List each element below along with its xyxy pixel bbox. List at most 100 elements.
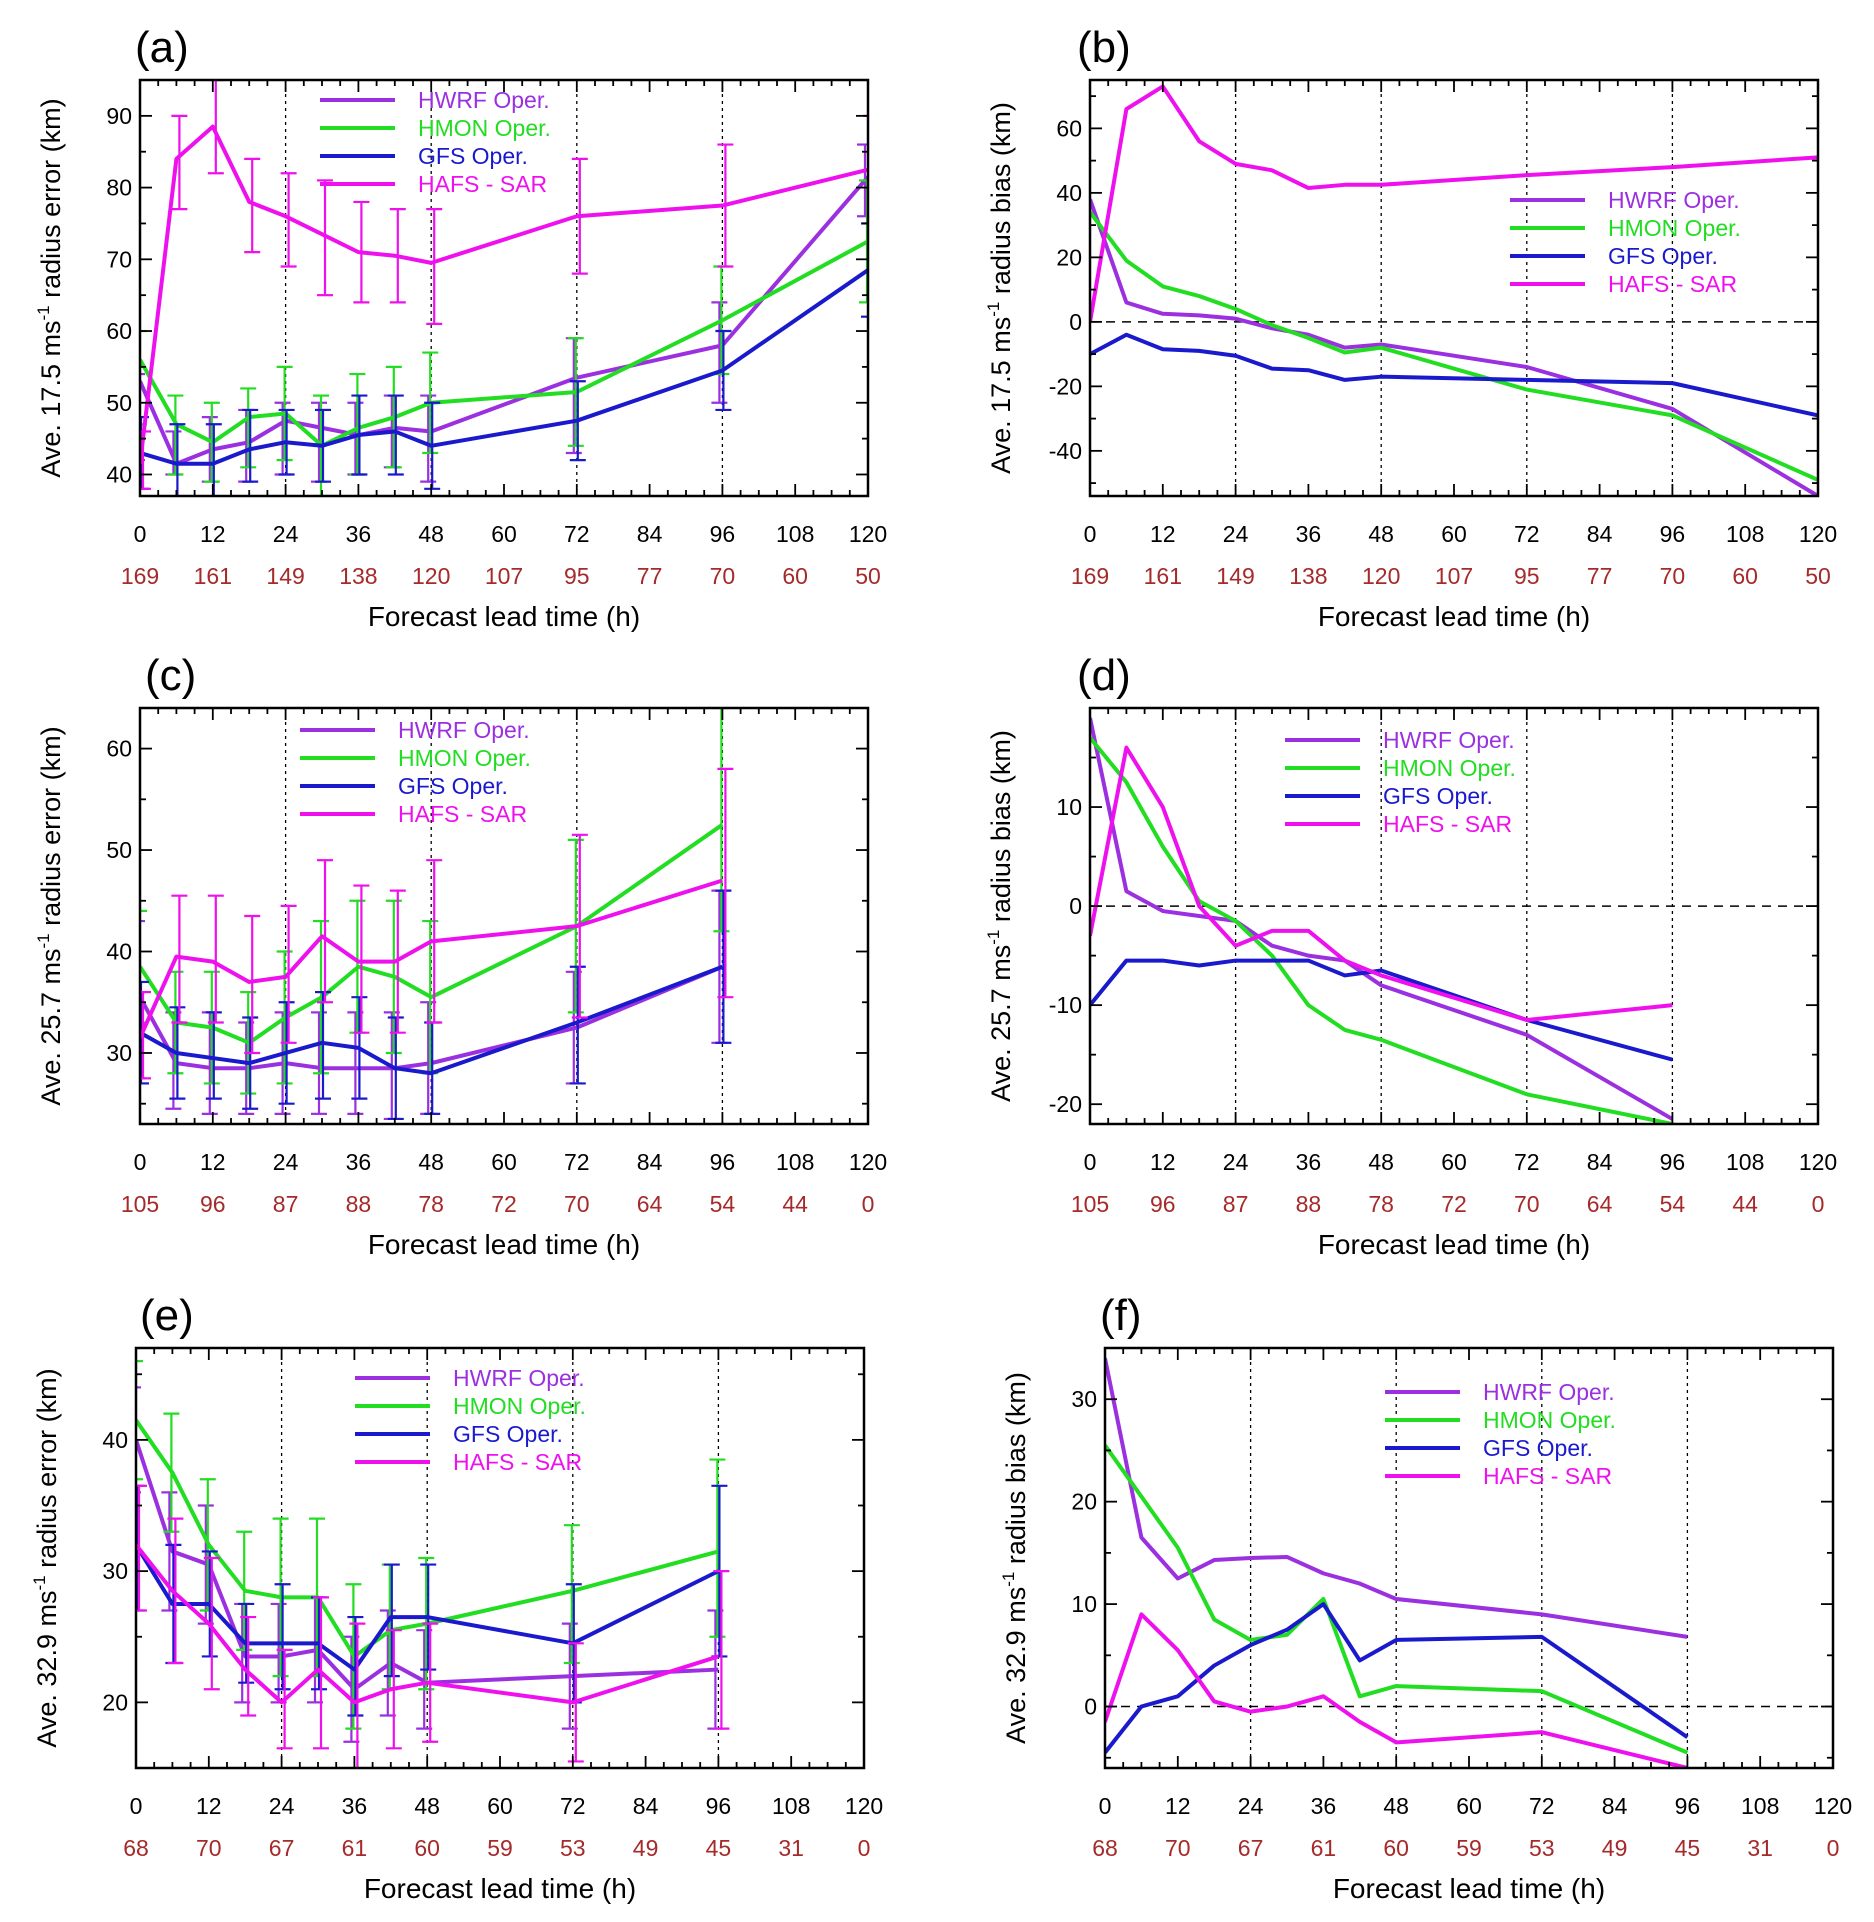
- legend-entry: HAFS - SAR: [418, 171, 547, 197]
- y-tick-label: 40: [106, 939, 132, 965]
- panel-label: (a): [135, 23, 189, 72]
- sample-count-label: 68: [123, 1835, 149, 1861]
- sample-count-label: 44: [1732, 1191, 1758, 1217]
- sample-count-label: 107: [485, 563, 523, 589]
- y-tick-label: 90: [106, 103, 132, 129]
- panel-f: 0 12 24 36 48 60 72 84 96 108 120 68 70 67 61 60 59 53 49 4…: [999, 1291, 1852, 1904]
- x-tick-label: 60: [487, 1793, 513, 1819]
- legend-entry: HAFS - SAR: [398, 801, 527, 827]
- legend-entry: HMON Oper.: [453, 1393, 586, 1419]
- y-axis-label: Ave. 25.7 ms-1 radius error (km): [34, 726, 66, 1105]
- sample-count-label: 72: [1441, 1191, 1467, 1217]
- x-tick-label: 72: [564, 1149, 590, 1175]
- x-tick-label: 72: [1529, 1793, 1555, 1819]
- legend-entry: HAFS - SAR: [1383, 811, 1512, 837]
- sample-count-label: 169: [1071, 563, 1109, 589]
- plot-area: [1105, 1357, 1689, 1768]
- x-tick-label: 120: [849, 521, 887, 547]
- x-tick-label: 12: [1150, 1149, 1176, 1175]
- sample-count-label: 138: [1289, 563, 1327, 589]
- x-tick-label: 12: [1165, 1793, 1191, 1819]
- x-tick-label: 84: [1602, 1793, 1628, 1819]
- x-tick-label: 36: [1311, 1793, 1337, 1819]
- panel-label: (d): [1077, 651, 1131, 700]
- series-hwrf-oper-: [140, 889, 728, 1121]
- x-tick-label: 108: [776, 521, 814, 547]
- x-tick-label: 84: [637, 1149, 663, 1175]
- x-tick-label: 12: [1150, 521, 1176, 547]
- series-line: [1105, 1612, 1688, 1768]
- series-line: [140, 239, 868, 448]
- sample-count-label: 45: [1675, 1835, 1701, 1861]
- legend-entry: HAFS - SAR: [1608, 271, 1737, 297]
- y-tick-label: -20: [1049, 1091, 1082, 1117]
- y-tick-label: -20: [1049, 373, 1082, 399]
- y-tick-label: 40: [1056, 180, 1082, 206]
- series-hmon-oper-: [1090, 211, 1818, 482]
- series-hafs-sar: [1105, 1612, 1688, 1768]
- x-tick-label: 36: [1296, 1149, 1322, 1175]
- x-tick-label: 24: [269, 1793, 295, 1819]
- x-tick-label: 72: [1514, 1149, 1540, 1175]
- sample-count-label: 31: [778, 1835, 804, 1861]
- y-tick-label: 30: [1071, 1386, 1097, 1412]
- x-tick-label: 120: [1799, 1149, 1837, 1175]
- panel-label: (b): [1077, 23, 1131, 72]
- legend-entry: HWRF Oper.: [1483, 1379, 1615, 1405]
- y-tick-label: -10: [1049, 992, 1082, 1018]
- sample-count-label: 70: [710, 563, 736, 589]
- x-tick-label: 12: [196, 1793, 222, 1819]
- legend-entry: GFS Oper.: [1608, 243, 1718, 269]
- x-tick-label: 72: [1514, 521, 1540, 547]
- y-axis-label-rest: radius error (km): [32, 1368, 62, 1575]
- y-tick-label: 70: [106, 246, 132, 272]
- y-axis-label-sup: -1: [30, 1575, 49, 1590]
- y-axis-label-sup: -1: [999, 1572, 1018, 1587]
- sample-count-label: 78: [1368, 1191, 1394, 1217]
- y-axis-label: Ave. 32.9 ms-1 radius error (km): [30, 1368, 62, 1747]
- x-axis-label: Forecast lead time (h): [368, 1229, 640, 1260]
- y-axis-label-rest: radius error (km): [36, 726, 66, 933]
- sample-count-label: 0: [862, 1191, 875, 1217]
- series-hafs-sar: [136, 1484, 730, 1768]
- series-line: [1090, 84, 1818, 323]
- y-tick-label: 30: [106, 1040, 132, 1066]
- x-tick-label: 36: [346, 1149, 372, 1175]
- legend-entry: GFS Oper.: [1383, 783, 1493, 809]
- sample-count-label: 77: [637, 563, 663, 589]
- x-tick-label: 60: [1441, 521, 1467, 547]
- y-tick-label: 50: [106, 390, 132, 416]
- panel-b: 0 12 24 36 48 60 72 84 96 108 120 169 161 149 138 120 10…: [984, 23, 1837, 632]
- y-tick-label: 60: [106, 736, 132, 762]
- sample-count-label: 68: [1092, 1835, 1118, 1861]
- x-tick-label: 36: [1296, 521, 1322, 547]
- x-tick-label: 96: [710, 521, 736, 547]
- sample-count-label: 64: [637, 1191, 663, 1217]
- legend-entry: HWRF Oper.: [418, 87, 550, 113]
- sample-count-label: 59: [1456, 1835, 1482, 1861]
- plot-area: [1090, 84, 1818, 496]
- plot-area: [1090, 717, 1674, 1124]
- sample-count-label: 0: [1812, 1191, 1825, 1217]
- sample-count-label: 72: [491, 1191, 517, 1217]
- y-axis-label-sup: -1: [984, 302, 1003, 317]
- y-tick-label: 60: [106, 318, 132, 344]
- x-tick-label: 0: [130, 1793, 143, 1819]
- y-tick-label: 0: [1084, 1694, 1097, 1720]
- series-hafs-sar: [140, 767, 734, 1080]
- sample-count-label: 44: [782, 1191, 808, 1217]
- sample-count-label: 149: [1216, 563, 1254, 589]
- x-tick-label: 0: [1099, 1793, 1112, 1819]
- sample-count-label: 77: [1587, 563, 1613, 589]
- sample-count-label: 54: [1660, 1191, 1686, 1217]
- series-line: [140, 175, 868, 466]
- x-tick-label: 120: [845, 1793, 883, 1819]
- y-axis-label-rest: radius bias (km): [986, 730, 1016, 930]
- y-tick-label: 0: [1069, 893, 1082, 919]
- legend-entry: HMON Oper.: [398, 745, 531, 771]
- x-tick-label: 84: [1587, 1149, 1613, 1175]
- x-tick-label: 60: [491, 1149, 517, 1175]
- x-tick-label: 96: [706, 1793, 732, 1819]
- y-tick-label: 20: [102, 1689, 128, 1715]
- y-axis-label-sup: -1: [34, 305, 53, 320]
